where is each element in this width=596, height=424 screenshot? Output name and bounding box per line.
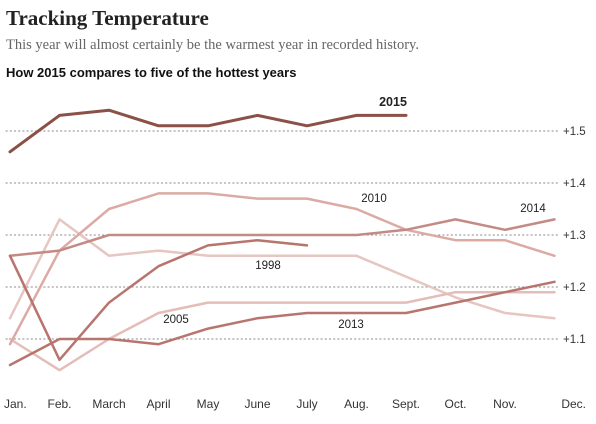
x-tick-label: Nov. xyxy=(493,397,517,411)
series-line-2013 xyxy=(8,280,556,367)
x-tick-label: April xyxy=(146,397,170,411)
y-axis-ticks: +1.1 +1.2 +1.3 +1.4 +1.5 xyxy=(563,126,586,346)
page-title: Tracking Temperature xyxy=(6,6,209,30)
x-tick-label: Aug. xyxy=(344,397,369,411)
series-label-1998: 1998 xyxy=(255,260,281,272)
series-label-2014: 2014 xyxy=(520,203,546,215)
y-tick-label: +1.5 xyxy=(563,126,586,138)
y-tick-label: +1.1 xyxy=(563,334,586,346)
series-label-2015: 2015 xyxy=(379,95,407,109)
series-line-2005 xyxy=(8,290,556,372)
series-line-2014 xyxy=(8,218,556,258)
x-tick-label: Dec. xyxy=(561,397,586,411)
page-subtitle: This year will almost certainly be the w… xyxy=(6,37,419,53)
series-label-2013: 2013 xyxy=(338,319,364,331)
series-layer xyxy=(8,108,556,372)
x-axis-ticks: Jan. Feb. March April May June July Aug. Sept. Oc… xyxy=(4,397,586,411)
label-background xyxy=(253,258,283,272)
x-tick-label: Sept. xyxy=(392,397,420,411)
x-tick-label: Jan. xyxy=(4,397,27,411)
annotation-layer: 2015 2010 2014 1998 2005 2013 xyxy=(163,95,546,331)
series-line-2010 xyxy=(8,192,556,346)
x-tick-label: March xyxy=(92,397,125,411)
y-tick-label: +1.4 xyxy=(563,178,586,190)
series-line-2015 xyxy=(8,108,408,154)
chart-title: How 2015 compares to five of the hottest… xyxy=(6,65,297,80)
x-tick-label: May xyxy=(197,397,220,411)
x-tick-label: Feb. xyxy=(47,397,71,411)
y-tick-label: +1.2 xyxy=(563,282,586,294)
x-tick-label: Oct. xyxy=(444,397,466,411)
y-tick-label: +1.3 xyxy=(563,230,586,242)
series-label-2010: 2010 xyxy=(361,193,387,205)
x-tick-label: July xyxy=(296,397,317,411)
x-tick-label: June xyxy=(244,397,270,411)
series-line-unlabeled xyxy=(8,238,309,362)
series-label-2005: 2005 xyxy=(163,314,189,326)
